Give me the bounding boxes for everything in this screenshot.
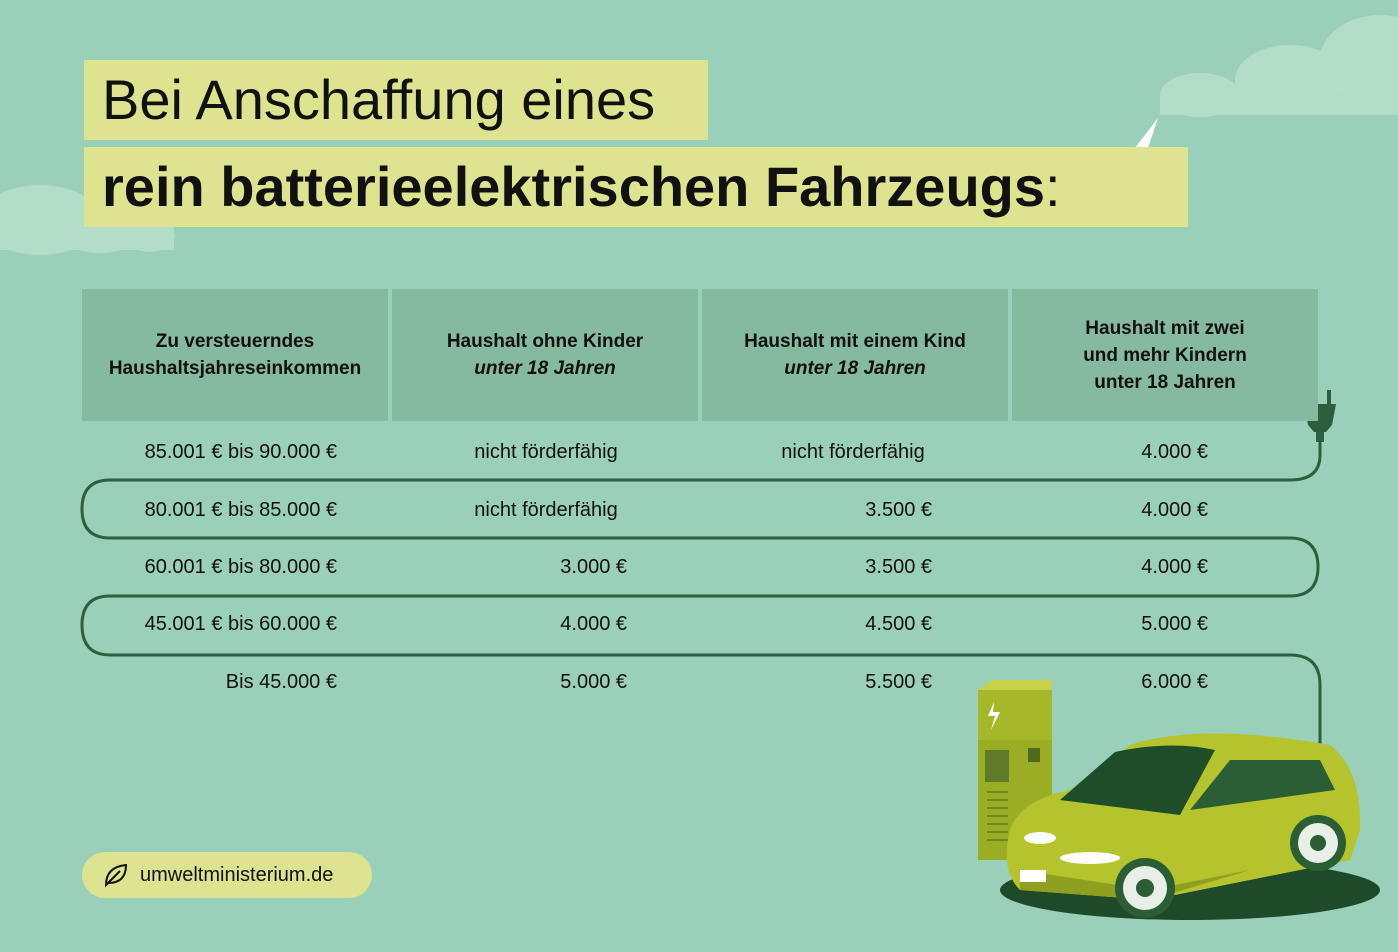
- header-text: Haushaltsjahreseinkommen: [108, 358, 362, 379]
- electric-car-illustration: [1000, 733, 1380, 920]
- table-cell: 85.001 € bis 90.000 €: [144, 441, 337, 463]
- cloud-right: [1160, 15, 1398, 117]
- header-one-child: Haushalt mit einem Kind unter 18 Jahren: [702, 289, 1008, 421]
- table-cell: nicht förderfähig: [781, 441, 925, 463]
- table-cell: 5.500 €: [865, 671, 932, 693]
- website-label: umweltministerium.de: [140, 863, 334, 886]
- title-text-2: rein batterieelektrischen Fahrzeugs: [102, 155, 1046, 218]
- header-subtext: unter 18 Jahren: [474, 358, 616, 379]
- table-cell: 80.001 € bis 85.000 €: [144, 499, 337, 521]
- table-cell: 3.500 €: [865, 556, 932, 578]
- header-text: Haushalt mit zwei: [1085, 317, 1245, 339]
- leaf-icon: [104, 863, 128, 888]
- title-line-1: Bei Anschaffung eines: [84, 60, 708, 140]
- table-cell: 5.000 €: [1141, 613, 1208, 635]
- title-text-1: Bei Anschaffung eines: [102, 68, 656, 131]
- table-cell: nicht förderfähig: [474, 441, 618, 463]
- header-text: und mehr Kindern: [1083, 344, 1247, 366]
- table-cell: 4.500 €: [865, 613, 932, 635]
- table-cell: 3.000 €: [560, 556, 627, 578]
- header-text: Haushalt mit einem Kind: [744, 331, 966, 352]
- header-no-children: Haushalt ohne Kinder unter 18 Jahren: [392, 289, 698, 421]
- title-colon: :: [1045, 155, 1061, 218]
- header-two-plus-children: Haushalt mit zwei und mehr Kindern unter…: [1012, 289, 1318, 421]
- table-cell: 4.000 €: [1141, 556, 1208, 578]
- table-cell: 3.500 €: [865, 499, 932, 521]
- table-cell: 4.000 €: [560, 613, 627, 635]
- table-cell: 6.000 €: [1141, 671, 1208, 693]
- table-cell: Bis 45.000 €: [225, 671, 337, 693]
- table-cell: 4.000 €: [1141, 441, 1208, 463]
- table-cell: 5.000 €: [560, 671, 627, 693]
- table-cell: 45.001 € bis 60.000 €: [144, 613, 337, 635]
- table-cell: 4.000 €: [1141, 499, 1208, 521]
- header-text: unter 18 Jahren: [1094, 371, 1236, 393]
- header-text: Haushalt ohne Kinder: [446, 331, 644, 352]
- charging-cable: [80, 440, 1322, 745]
- header-income: Zu versteuerndes Haushaltsjahreseinkomme…: [82, 289, 388, 421]
- header-text: Zu versteuerndes: [155, 331, 315, 352]
- table-cell: 60.001 € bis 80.000 €: [144, 556, 337, 578]
- website-badge[interactable]: umweltministerium.de: [82, 852, 372, 898]
- table-cell: nicht förderfähig: [474, 499, 618, 521]
- header-subtext: unter 18 Jahren: [784, 358, 926, 379]
- title-line-2: rein batterieelektrischen Fahrzeugs:: [84, 147, 1188, 227]
